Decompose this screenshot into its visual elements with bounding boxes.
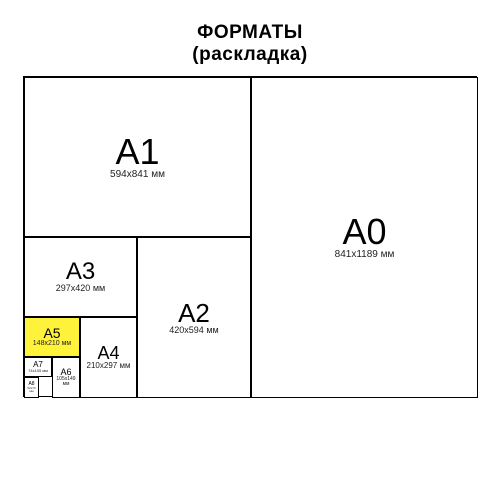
paper-a4: A4210х297 мм bbox=[80, 317, 137, 398]
paper-a4-name: A4 bbox=[97, 344, 119, 362]
paper-a8: A852х74 мм bbox=[24, 377, 39, 398]
paper-a4-dims: 210х297 мм bbox=[87, 362, 131, 370]
page-title: ФОРМАТЫ (раскладка) bbox=[0, 0, 500, 76]
title-line-1: ФОРМАТЫ bbox=[0, 22, 500, 44]
paper-a2-dims: 420х594 мм bbox=[169, 326, 218, 335]
paper-size-diagram: A0841х1189 ммA1594х841 ммA2420х594 ммA32… bbox=[23, 76, 477, 397]
paper-a1-dims: 594х841 мм bbox=[110, 170, 165, 180]
paper-a3-dims: 297х420 мм bbox=[56, 284, 105, 293]
paper-a3-name: A3 bbox=[66, 260, 95, 284]
paper-a0-dims: 841х1189 мм bbox=[335, 250, 395, 260]
paper-a2: A2420х594 мм bbox=[137, 237, 251, 398]
paper-a5-dims: 148х210 мм bbox=[33, 340, 71, 347]
paper-a2-name: A2 bbox=[178, 300, 210, 326]
paper-a3: A3297х420 мм bbox=[24, 237, 137, 317]
paper-a7: A774х105 мм bbox=[24, 357, 52, 377]
paper-a0-name: A0 bbox=[342, 214, 386, 250]
paper-a6-dims: 105х149 мм bbox=[53, 377, 79, 387]
title-line-2: (раскладка) bbox=[0, 44, 500, 66]
paper-a7-dims: 74х105 мм bbox=[28, 369, 48, 373]
paper-a5: A5148х210 мм bbox=[24, 317, 80, 357]
paper-a1-name: A1 bbox=[115, 134, 159, 170]
paper-a5-name: A5 bbox=[43, 326, 60, 340]
paper-a0: A0841х1189 мм bbox=[251, 77, 478, 398]
paper-a8-dims: 52х74 мм bbox=[25, 387, 38, 393]
paper-a6: A6105х149 мм bbox=[52, 357, 80, 398]
paper-a1: A1594х841 мм bbox=[24, 77, 251, 237]
